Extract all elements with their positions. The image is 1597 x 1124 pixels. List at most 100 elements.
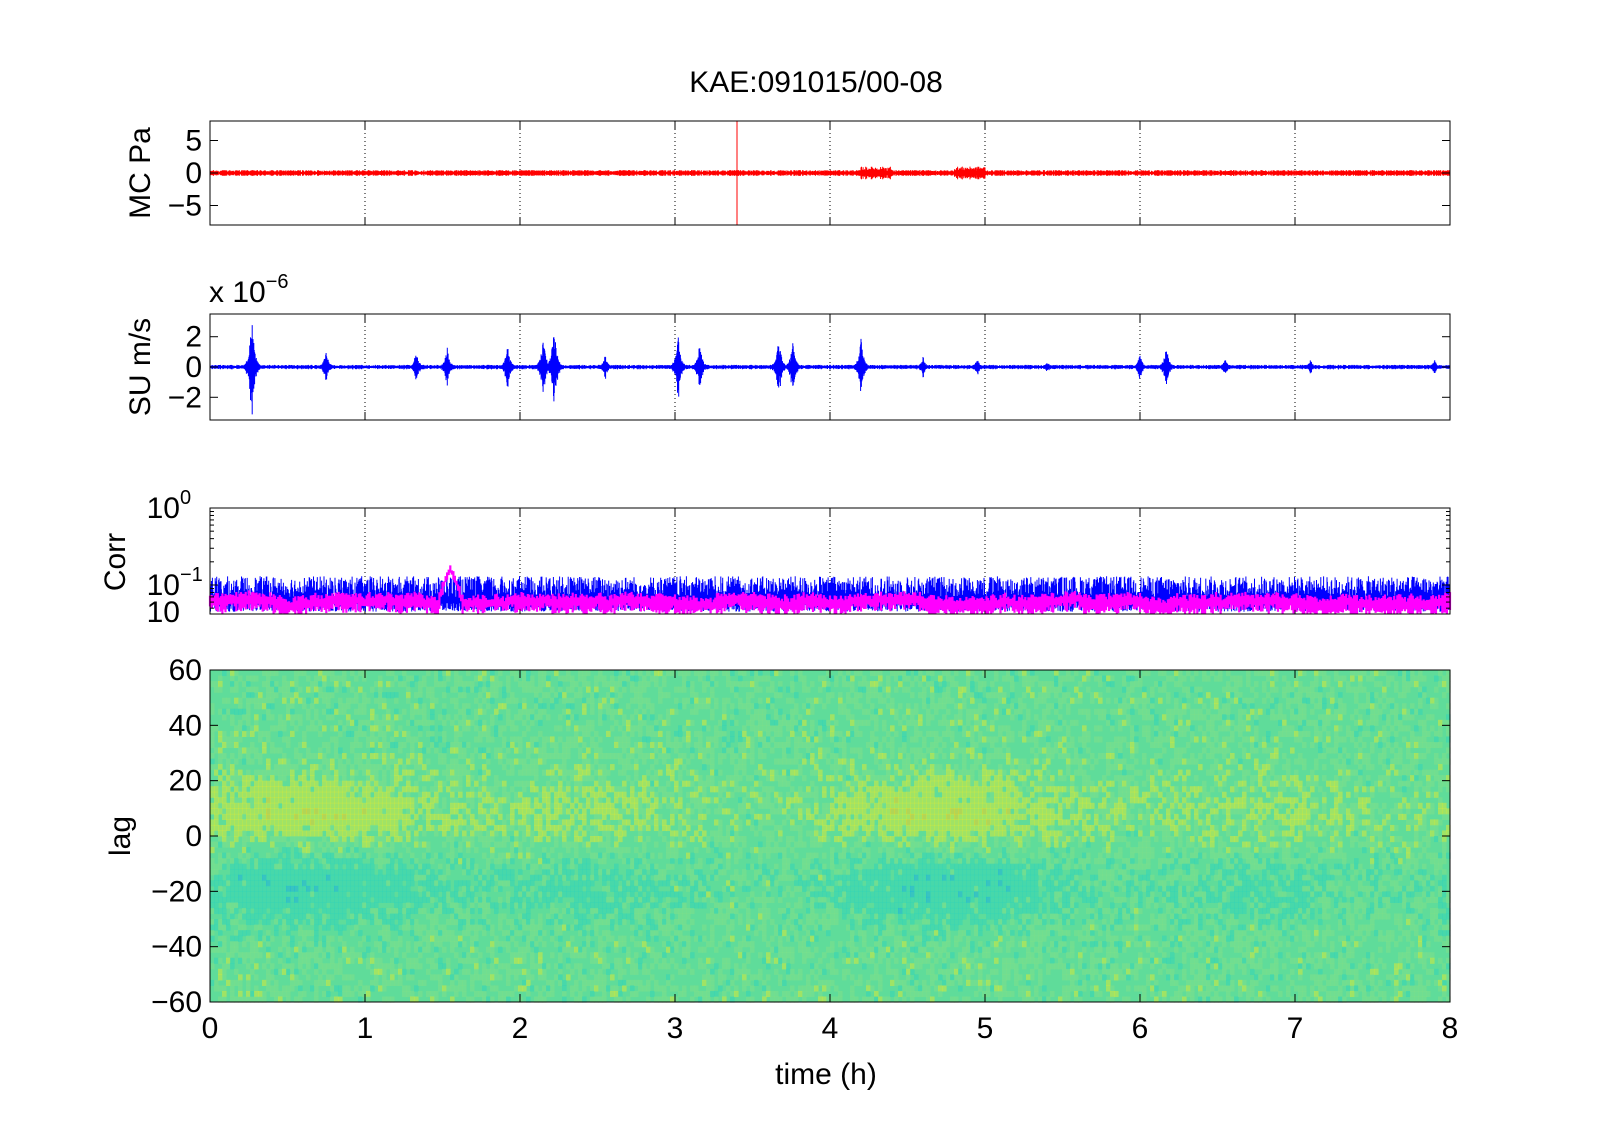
heatmap-cell [450,907,455,915]
heatmap-cell [606,681,611,688]
heatmap-cell [278,990,283,998]
heatmap-cell [410,990,415,998]
heatmap-cell [302,830,307,837]
heatmap-cell [538,874,543,881]
heatmap-cell [546,869,551,876]
heatmap-cell [426,747,431,754]
heatmap-cell [474,736,479,743]
heatmap-cell [318,719,323,726]
heatmap-cell [362,808,367,815]
heatmap-cell [742,935,747,942]
heatmap-cell [610,692,615,699]
heatmap-cell [350,869,355,876]
heatmap-cell [322,836,327,843]
heatmap-cell [350,697,355,704]
heatmap-cell [290,885,295,892]
heatmap-cell [674,786,679,793]
heatmap-cell [526,802,531,809]
heatmap-cell [322,858,327,865]
heatmap-cell [722,670,727,677]
heatmap-cell [390,769,395,776]
heatmap-cell [562,802,567,809]
heatmap-cell [690,891,695,898]
heatmap-cell [638,681,643,688]
heatmap-cell [370,907,375,915]
heatmap-cell [746,753,751,760]
heatmap-cell [274,786,279,793]
heatmap-cell [570,697,575,704]
heatmap-cell [606,847,611,854]
heatmap-cell [526,741,531,749]
heatmap-cell [330,692,335,699]
heatmap-cell [474,957,479,964]
heatmap-cell [494,858,499,865]
heatmap-cell [474,824,479,832]
heatmap-cell [690,880,695,887]
heatmap-cell [474,747,479,754]
heatmap-cell [462,747,467,754]
heatmap-cell [602,930,607,937]
heatmap-cell [542,813,547,820]
heatmap-cell [714,836,719,843]
heatmap-cell [458,813,463,820]
heatmap-cell [538,885,543,892]
heatmap-cell [402,797,407,804]
heatmap-cell [246,963,251,970]
heatmap-cell [394,730,399,737]
heatmap-cell [442,968,447,975]
heatmap-cell [562,708,567,715]
heatmap-cell [614,841,619,848]
heatmap-cell [594,952,599,959]
heatmap-cell [702,979,707,986]
heatmap-cell [678,813,683,820]
heatmap-cell [702,996,707,1003]
heatmap-cell [334,852,339,859]
heatmap-cell [662,963,667,970]
heatmap-cell [498,730,503,737]
heatmap-cell [598,824,603,832]
heatmap-cell [518,902,523,909]
heatmap-cell [738,919,743,926]
heatmap-cell [290,919,295,926]
heatmap-cell [538,714,543,721]
heatmap-cell [294,880,299,887]
heatmap-cell [270,686,275,693]
heatmap-cell [498,703,503,710]
heatmap-cell [326,935,331,942]
heatmap-cell [538,686,543,693]
heatmap-cell [382,791,387,798]
heatmap-cell [414,753,419,760]
heatmap-cell [618,797,623,804]
heatmap-cell [578,996,583,1003]
heatmap-cell [258,758,263,765]
heatmap-cell [398,935,403,942]
heatmap-cell [566,874,571,881]
heatmap-cell [250,697,255,704]
heatmap-cell [386,963,391,970]
heatmap-cell [306,675,311,682]
heatmap-cell [238,775,243,782]
heatmap-cell [470,758,475,765]
heatmap-cell [358,797,363,804]
heatmap-cell [602,957,607,964]
heatmap-cell [634,686,639,693]
heatmap-cell [606,946,611,953]
heatmap-cell [430,703,435,710]
heatmap-cell [322,847,327,854]
heatmap-cell [478,797,483,804]
heatmap-cell [458,802,463,809]
heatmap-cell [670,791,675,798]
heatmap-cell [490,797,495,804]
heatmap-cell [446,968,451,975]
heatmap-cell [530,885,535,892]
heatmap-cell [738,681,743,688]
heatmap-cell [670,708,675,715]
heatmap-cell [366,957,371,964]
heatmap-cell [702,874,707,881]
heatmap-cell [310,941,315,948]
heatmap-cell [650,741,655,749]
heatmap-cell [590,725,595,732]
heatmap-cell [690,852,695,859]
heatmap-cell [326,924,331,931]
heatmap-cell [286,714,291,721]
